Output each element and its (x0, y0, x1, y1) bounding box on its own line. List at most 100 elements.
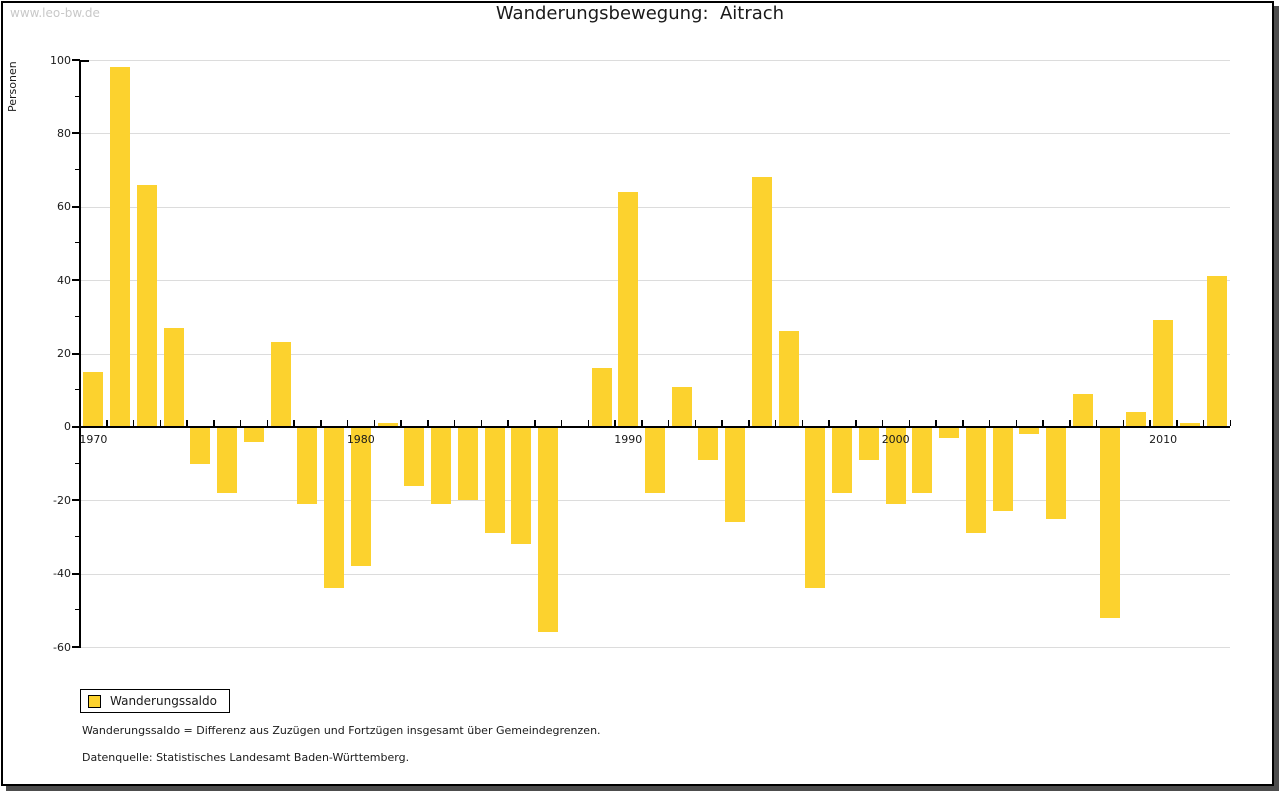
x-tick (1095, 419, 1098, 426)
x-tick (908, 419, 911, 426)
bar (83, 371, 104, 427)
y-major-tick (72, 132, 80, 135)
bar (805, 426, 826, 589)
y-major-tick (72, 572, 80, 575)
y-minor-tick (75, 609, 80, 611)
bar (618, 192, 639, 427)
bar (484, 426, 505, 534)
x-tick (614, 419, 616, 426)
y-axis-top-tick (80, 60, 89, 62)
x-tick (186, 419, 188, 426)
x-tick (1122, 419, 1125, 426)
y-minor-tick (75, 169, 80, 171)
gridline (80, 647, 1230, 648)
bar (136, 184, 157, 427)
x-tick (320, 419, 322, 426)
bar (591, 368, 612, 427)
x-tick (881, 419, 884, 426)
gridline (80, 500, 1230, 502)
bar (243, 426, 264, 442)
gridline (80, 206, 1230, 208)
x-tick (159, 419, 162, 426)
y-tick-label: -20 (53, 493, 71, 507)
x-tick-label: 1970 (79, 432, 108, 446)
bar (297, 426, 318, 504)
bar (1206, 276, 1227, 427)
bar (698, 426, 719, 460)
bar (645, 426, 665, 493)
y-minor-tick (75, 389, 80, 391)
footnote-definition: Wanderungssaldo = Differenz aus Zuzügen … (82, 724, 601, 737)
y-major-tick (72, 352, 80, 355)
bar (270, 342, 291, 427)
bar (538, 426, 559, 633)
bar (190, 426, 211, 464)
bar (725, 426, 746, 523)
x-tick (106, 419, 108, 426)
x-tick (213, 419, 215, 426)
x-tick (667, 419, 670, 426)
x-tick (935, 419, 937, 426)
bar (511, 426, 532, 545)
y-tick-label: 80 (57, 126, 71, 140)
legend-swatch-icon (88, 694, 101, 708)
x-tick (774, 419, 777, 426)
bar (1072, 393, 1093, 427)
gridline (80, 573, 1230, 575)
y-minor-tick (75, 462, 80, 464)
x-tick (239, 419, 242, 426)
x-tick (694, 419, 697, 426)
bar (163, 327, 184, 427)
bar (1179, 423, 1200, 427)
y-axis-title: Personen (6, 61, 19, 112)
bar (217, 426, 238, 493)
y-tick-label: 40 (57, 273, 71, 287)
x-tick (293, 419, 295, 426)
x-tick (1202, 419, 1205, 426)
bar (110, 67, 131, 427)
bar (992, 426, 1013, 512)
x-tick (1042, 419, 1044, 426)
y-major-tick (72, 279, 80, 282)
gridline (80, 280, 1230, 282)
y-tick-label: 0 (64, 420, 71, 434)
x-tick (373, 419, 376, 426)
bar (1046, 426, 1067, 519)
x-tick (1149, 419, 1151, 426)
y-minor-tick (75, 242, 80, 244)
y-minor-tick (75, 535, 80, 537)
y-tick-label: -40 (53, 567, 71, 581)
legend: Wanderungssaldo (80, 689, 230, 713)
x-tick (1015, 419, 1018, 426)
legend-label: Wanderungssaldo (110, 694, 217, 708)
bar (457, 426, 478, 501)
x-tick (988, 419, 991, 426)
bar (885, 426, 906, 504)
gridline (80, 60, 1230, 61)
y-major-tick (72, 205, 80, 208)
x-tick (453, 419, 456, 426)
x-tick (560, 419, 563, 426)
y-tick-label: 20 (57, 347, 71, 360)
bar (1099, 426, 1120, 618)
x-tick (480, 419, 483, 426)
bar (404, 426, 425, 486)
y-major-tick (72, 425, 80, 428)
y-major-tick (72, 499, 80, 502)
x-tick (400, 419, 402, 426)
x-tick (828, 419, 830, 426)
x-tick-label: 2000 (881, 432, 910, 446)
y-tick-label: 60 (57, 200, 71, 214)
bar (965, 426, 986, 534)
x-tick-label: 2010 (1149, 432, 1178, 446)
y-minor-tick (75, 95, 80, 97)
x-tick-label: 1990 (614, 432, 643, 446)
bar (431, 426, 452, 504)
y-minor-tick (75, 315, 80, 317)
bar (939, 426, 960, 438)
x-tick-label: 1980 (346, 432, 375, 446)
y-tick-label: -60 (53, 640, 71, 654)
y-tick-label: 100 (50, 53, 71, 67)
bar (778, 331, 799, 427)
